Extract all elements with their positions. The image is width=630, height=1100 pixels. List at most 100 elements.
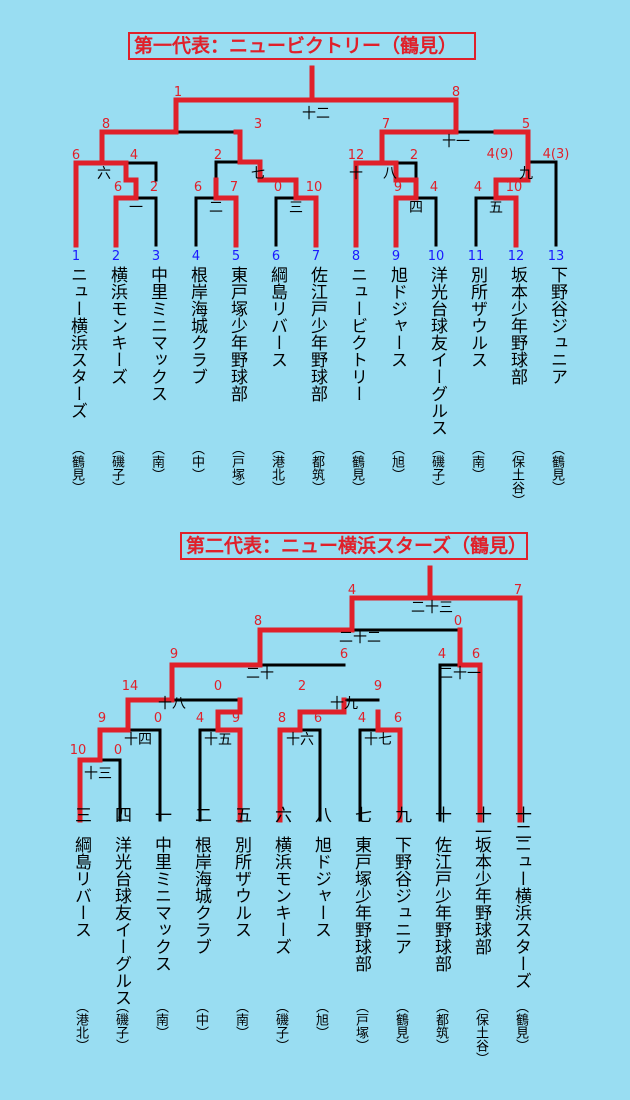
bracket-1-line-2 [274, 196, 298, 247]
bracket-1-winner-path-2 [213, 177, 239, 248]
score-label: 4 [430, 180, 438, 195]
team-area: （南） [149, 442, 164, 481]
team-area: （南） [153, 1000, 168, 1039]
team-area: （南） [233, 1000, 248, 1039]
team-name: 綱島リバース [71, 836, 91, 938]
team-name: 横浜モンキーズ [271, 836, 291, 955]
team-name: 根岸海城クラブ [191, 836, 211, 955]
team-name: 洋光台球友イーグルス [427, 266, 447, 436]
bracket-2-line-1 [126, 728, 162, 822]
game-number-label: 十四 [124, 732, 152, 748]
team-name: 別所ザウルス [231, 836, 251, 938]
team-area: （磯子） [273, 1000, 288, 1052]
bracket-1-winner-path-6 [493, 129, 531, 248]
score-label: 4 [196, 711, 204, 726]
game-number-label: 三 [289, 200, 303, 216]
game-number-label: 一 [129, 200, 143, 216]
team-name: 坂本少年野球部 [471, 836, 491, 955]
bracket-2-winner-path-3 [375, 709, 403, 823]
score-label: 12 [348, 148, 365, 163]
score-label: 10 [306, 180, 323, 195]
bracket-2-winner-path-4 [457, 627, 483, 823]
score-label: 0 [454, 614, 462, 629]
game-number-label: 十三 [84, 766, 112, 782]
bracket-1-winner-path-3 [233, 129, 319, 248]
bracket-2-winner-path-5 [427, 595, 523, 823]
team-area: （磯子） [429, 442, 444, 494]
score-label: 0 [214, 679, 222, 694]
score-label: 4 [358, 711, 366, 726]
bracket-2-winner-path-2 [277, 697, 347, 823]
bracket-1-line-4 [474, 196, 498, 247]
team-seed-number: 3 [152, 249, 160, 264]
team-name: 根岸海城クラブ [187, 266, 207, 385]
bracket-1-title: 第一代表：ニュービクトリー（鶴見） [128, 32, 476, 60]
score-label: 8 [102, 117, 110, 132]
team-area: （保土谷） [473, 1000, 488, 1065]
team-seed-number: 5 [232, 249, 240, 264]
team-area: （鶴見） [549, 442, 564, 494]
score-label: 4(9) [487, 147, 514, 162]
team-name: 東戸塚少年野球部 [351, 836, 371, 972]
score-label: 10 [506, 180, 523, 195]
team-seed-number: 13 [548, 249, 565, 264]
bracket-1-line-6 [124, 161, 158, 182]
team-area: （中） [189, 442, 204, 481]
game-number-label: 五 [489, 200, 503, 216]
team-seed-number: 4 [192, 249, 200, 264]
team-seed-number: 8 [352, 249, 360, 264]
team-area: （都筑） [309, 442, 324, 494]
team-area: （鶴見） [349, 442, 364, 494]
bracket-1-line-3 [414, 196, 438, 247]
game-number-label: 二十一 [439, 666, 481, 682]
bracket-2-line-0 [98, 758, 122, 822]
team-seed-number: 一 [151, 806, 171, 823]
team-seed-number: 10 [428, 249, 445, 264]
bracket-2-title: 第二代表：ニュー横浜スターズ（鶴見） [180, 532, 528, 560]
team-name: 綱島リバース [267, 266, 287, 368]
score-label: 6 [72, 148, 80, 163]
bracket-2-line-3 [298, 728, 322, 822]
game-number-label: 十九 [330, 696, 358, 712]
team-seed-number: 二 [191, 806, 211, 823]
score-label: 9 [374, 679, 382, 694]
team-seed-number: 9 [392, 249, 400, 264]
team-area: （鶴見） [393, 1000, 408, 1052]
score-label: 7 [514, 583, 522, 598]
team-area: （戸塚） [229, 442, 244, 494]
team-area: （鶴見） [513, 1000, 528, 1052]
game-number-label: 二十 [246, 666, 274, 682]
team-name: ニュー横浜スターズ [511, 836, 531, 989]
bracket-1-line-0 [134, 196, 158, 247]
score-label: 4(3) [543, 147, 570, 162]
score-label: 2 [410, 148, 418, 163]
score-label: 4 [130, 148, 138, 163]
team-seed-number: 2 [112, 249, 120, 264]
score-label: 9 [98, 711, 106, 726]
team-area: （港北） [269, 442, 284, 494]
game-number-label: 七 [251, 166, 265, 182]
bracket-1-line-8 [394, 161, 418, 182]
score-label: 8 [254, 614, 262, 629]
team-seed-number: 七 [351, 806, 371, 823]
bracket-1-winner-path-4 [309, 97, 459, 248]
team-name: 坂本少年野球部 [507, 266, 527, 385]
team-name: 旭ドジャース [311, 836, 331, 938]
game-number-label: 二 [209, 200, 223, 216]
score-label: 7 [230, 180, 238, 195]
team-area: （磯子） [109, 442, 124, 494]
bracket-1-line-5 [526, 160, 558, 247]
score-label: 6 [340, 647, 348, 662]
team-seed-number: 八 [311, 806, 331, 823]
team-area: （磯子） [113, 1000, 128, 1052]
game-number-label: 二十二 [339, 630, 381, 646]
team-seed-number: 十二 [511, 806, 531, 840]
bracket-2-winner-path-1 [215, 697, 243, 823]
score-label: 7 [382, 117, 390, 132]
team-seed-number: 7 [312, 249, 320, 264]
team-seed-number: 十 [431, 806, 451, 823]
game-number-label: 二十三 [411, 600, 453, 616]
game-number-label: 十七 [364, 732, 392, 748]
score-label: 6 [472, 647, 480, 662]
